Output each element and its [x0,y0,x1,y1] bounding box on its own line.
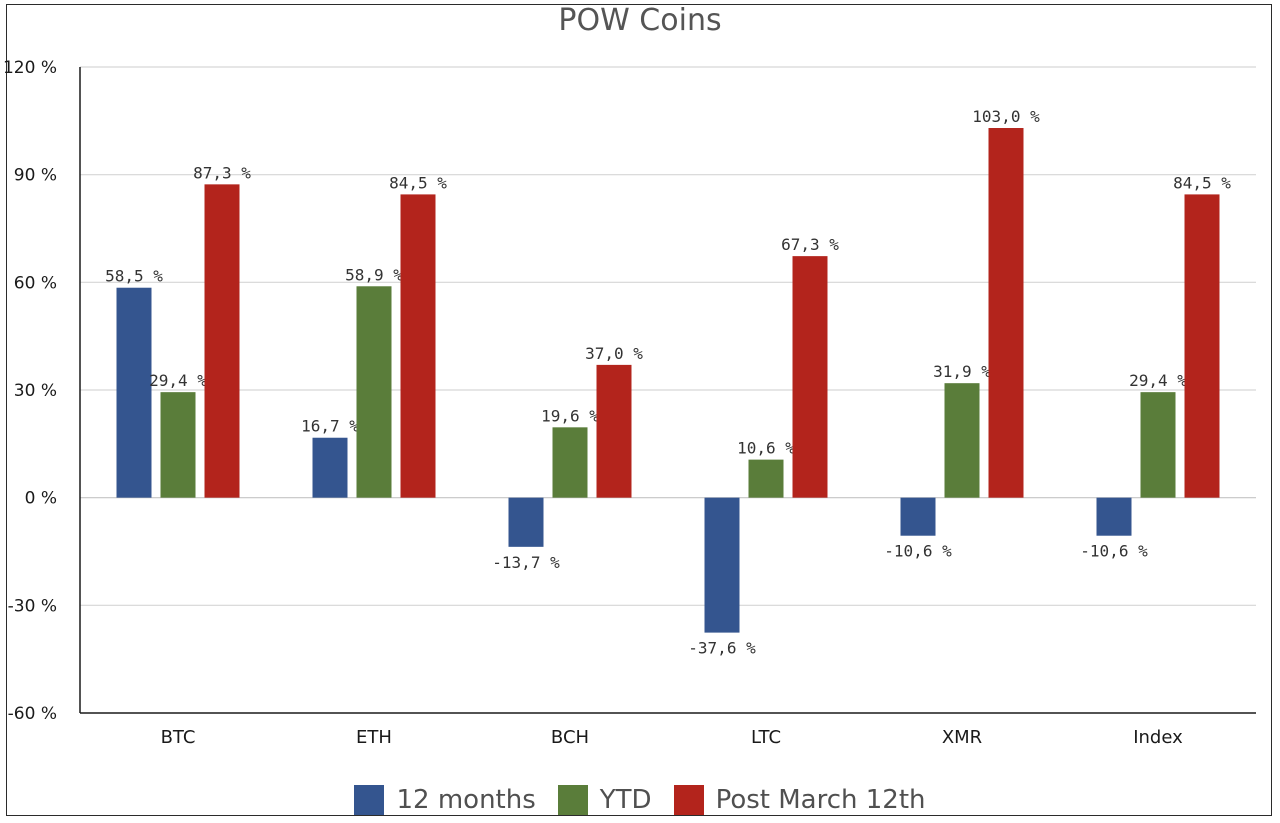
x-tick-label: LTC [751,727,781,748]
bar-12-months-btc [116,287,152,498]
bar-post-march-12th-btc [204,184,240,498]
data-label: 31,9 % [933,362,991,381]
y-tick-label: 120 % [3,58,57,78]
bar-ytd-eth [356,286,392,498]
legend-swatch-post-march-12th [673,785,704,815]
x-tick-label: BCH [551,727,589,748]
y-tick-label: 0 % [25,489,57,509]
y-tick-label: 90 % [14,166,57,186]
legend-label: 12 months [396,785,536,815]
bar-ytd-xmr [944,383,980,498]
legend-swatch-ytd [557,785,588,815]
legend: 12 months YTD Post March 12th [0,780,1280,820]
x-tick-label: XMR [942,727,982,748]
data-label: 37,0 % [585,344,643,363]
chart-title: POW Coins [558,3,722,38]
data-label: 58,5 % [105,267,163,286]
bar-12-months-xmr [900,497,936,536]
bar-ytd-bch [552,427,588,498]
data-label: -13,7 % [492,553,560,572]
data-label: 29,4 % [149,371,207,390]
legend-item-ytd: YTD [557,785,652,815]
data-label: 29,4 % [1129,371,1187,390]
legend-swatch-12-months [354,785,385,815]
data-label: -10,6 % [884,542,952,561]
data-label: 87,3 % [193,163,251,182]
data-label: -37,6 % [688,639,756,658]
bar-ytd-index [1140,392,1176,498]
y-tick-label: 60 % [14,273,57,293]
bar-12-months-eth [312,437,348,498]
x-tick-label: Index [1133,727,1183,748]
legend-label: Post March 12th [715,785,926,815]
bar-post-march-12th-xmr [988,128,1024,498]
legend-item-post-march-12th: Post March 12th [673,785,926,815]
bar-ytd-btc [160,392,196,498]
data-label: 19,6 % [541,406,599,425]
chart-frame [6,4,1272,816]
data-label: 58,9 % [345,265,403,284]
bar-post-march-12th-bch [596,364,632,498]
bar-post-march-12th-index [1184,194,1220,498]
data-label: 67,3 % [781,235,839,254]
data-label: 10,6 % [737,439,795,458]
y-tick-label: -60 % [8,704,57,724]
y-tick-label: 30 % [14,381,57,401]
data-label: -10,6 % [1080,542,1148,561]
data-label: 103,0 % [972,107,1040,126]
data-label: 16,7 % [301,417,359,436]
data-label: 84,5 % [1173,173,1231,192]
data-label: 84,5 % [389,173,447,192]
legend-label: YTD [599,785,652,815]
x-tick-label: BTC [161,727,196,748]
bar-post-march-12th-eth [400,194,436,498]
bar-post-march-12th-ltc [792,256,828,498]
legend-item-12-months: 12 months [354,785,536,815]
bar-ytd-ltc [748,459,784,498]
bar-12-months-bch [508,497,544,547]
bar-12-months-ltc [704,497,740,633]
x-tick-label: ETH [356,727,392,748]
y-tick-label: -30 % [8,596,57,616]
bar-12-months-index [1096,497,1132,536]
